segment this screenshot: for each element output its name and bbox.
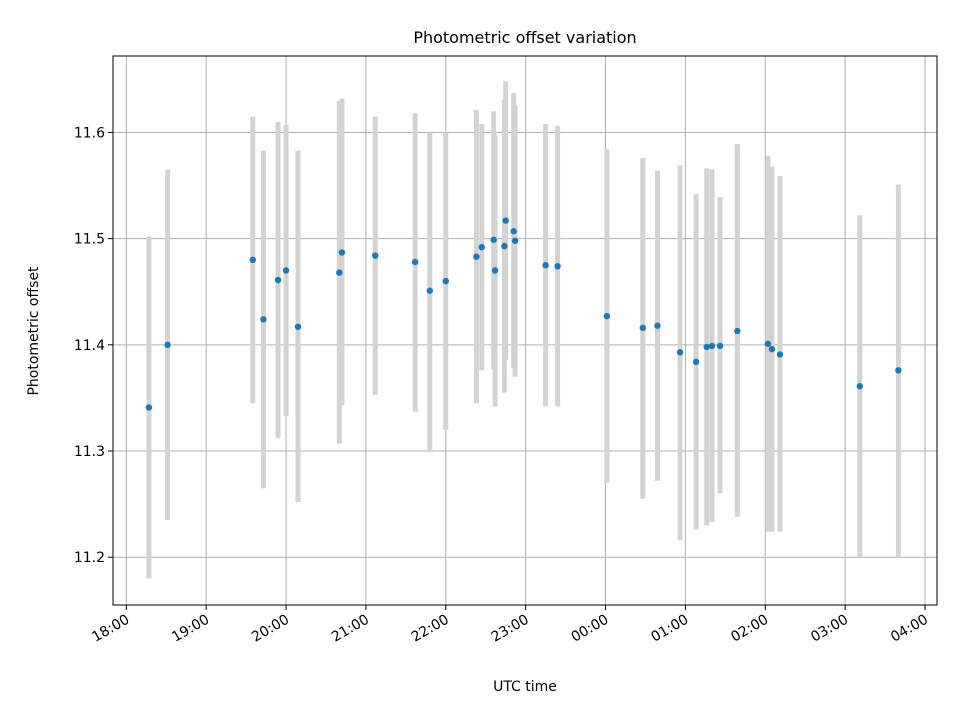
data-point [249,256,256,264]
data-point [639,324,647,332]
data-point [294,323,302,330]
data-point [703,343,710,351]
y-axis-label: Photometric offset [26,266,42,396]
data-point [511,237,519,244]
data-point [336,269,343,276]
y-tick-label: 11.4 [74,338,105,354]
data-point [502,217,509,224]
data-point [603,312,611,320]
data-point [542,261,549,269]
data-point [654,322,661,329]
data-point [372,252,379,259]
y-axis: 11.2 11.3 11.4 11.5 11.6 [74,125,113,566]
data-point [145,404,153,411]
data-point [716,342,724,350]
plot-frame [112,55,938,606]
data-points [145,217,902,411]
data-point [676,349,684,356]
data-point [692,358,700,366]
data-point [895,367,902,374]
data-point [338,249,346,256]
data-point [768,345,776,353]
data-point [734,327,741,335]
data-point [442,277,449,285]
data-point [260,316,267,323]
data-point [164,341,171,349]
y-tick-label: 11.5 [74,232,105,248]
x-axis-label: UTC time [493,679,557,695]
data-point [708,342,716,350]
data-point [764,340,772,347]
data-point [473,253,480,260]
data-point [856,383,863,390]
data-point [274,276,282,284]
data-point [282,267,290,274]
data-point [411,258,419,266]
data-point [491,267,499,274]
data-point [501,242,508,250]
y-tick-label: 11.3 [74,444,105,460]
data-point [510,228,517,235]
data-point [554,263,561,270]
chart-title: Photometric offset variation [413,28,636,47]
data-point [478,243,485,251]
y-tick-label: 11.2 [74,550,105,566]
data-point [490,236,497,243]
y-tick-label: 11.6 [74,125,105,141]
data-point [426,287,434,294]
data-point [776,351,784,358]
